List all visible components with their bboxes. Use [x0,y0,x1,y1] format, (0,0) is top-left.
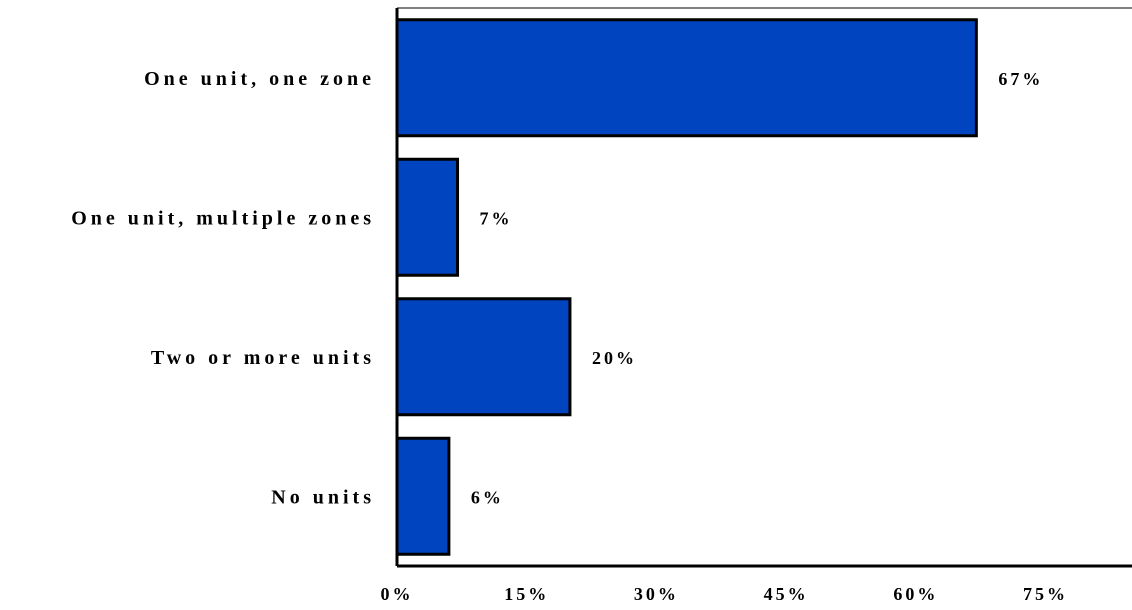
x-tick-label: 15% [504,584,549,604]
bars-layer [395,18,978,556]
axes-layer: 0% 15% 30% 45% 60% 75% [381,7,1132,604]
x-tick-label: 30% [634,584,679,604]
bar-two-or-more-units [395,297,572,417]
bar-no-units [395,436,451,556]
x-tick-label: 45% [764,584,809,604]
x-tick-label: 60% [893,584,938,604]
category-label-one-unit-one-zone: One unit, one zone [144,68,375,90]
labels-layer: One unit, one zone 67% One unit, multiple … [71,68,1043,509]
value-label-one-unit-one-zone: 67% [998,69,1043,89]
x-tick-label: 75% [1023,584,1068,604]
bar-one-unit-multiple-zones [395,157,460,277]
category-label-no-units: No units [271,486,375,508]
category-label-two-or-more-units: Two or more units [151,347,375,369]
x-tick-label: 0% [381,584,414,604]
value-label-two-or-more-units: 20% [592,348,637,368]
category-label-one-unit-multiple-zones: One unit, multiple zones [71,207,375,229]
value-label-no-units: 6% [471,487,504,507]
value-label-one-unit-multiple-zones: 7% [480,208,513,228]
bar-one-unit-one-zone [395,18,978,138]
